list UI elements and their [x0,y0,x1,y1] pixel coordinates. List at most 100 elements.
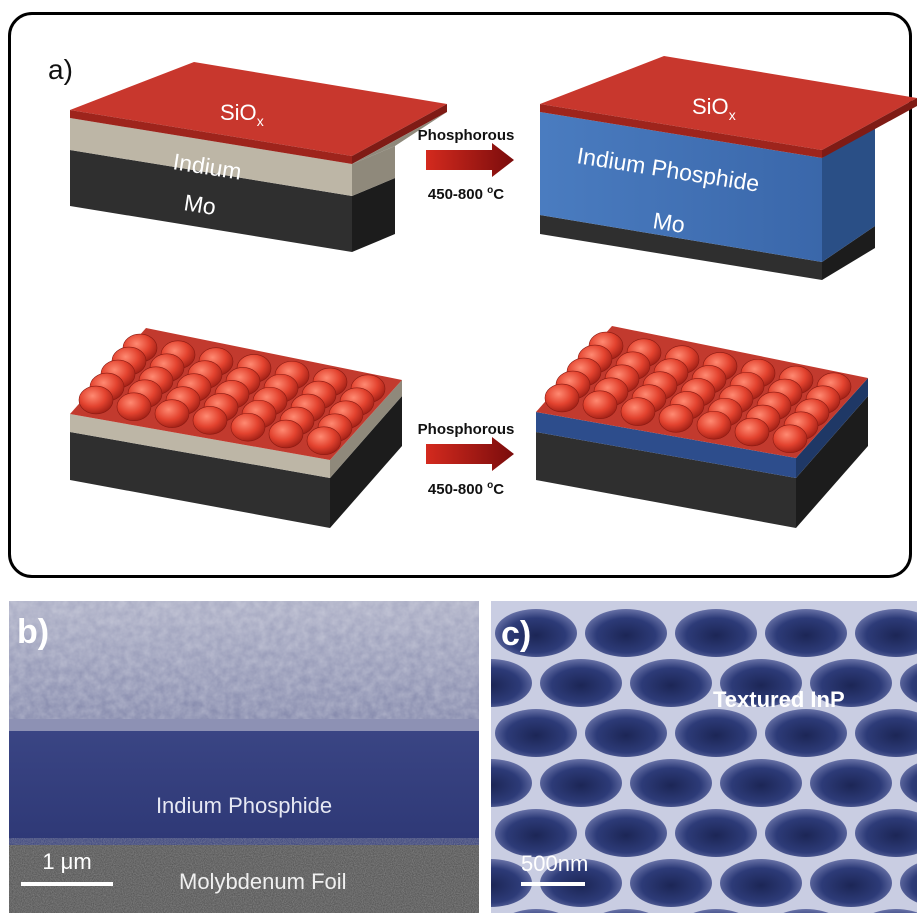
dome [230,412,266,442]
pit [900,663,917,703]
dome [306,426,342,456]
pit [765,809,847,857]
pit [630,859,712,907]
panel-c-sem-image: c) Textured InP 500nm [491,601,917,913]
sio-layer-top-right [540,56,917,150]
pit [855,609,917,657]
pit [491,859,532,907]
indium-layer-side [352,146,395,196]
panel-c-graphic [491,601,917,913]
pit [495,609,577,657]
pit [491,659,532,707]
pit-array [491,609,917,913]
sio-layer-top [70,62,447,156]
panel-b-scale-bar [21,882,113,886]
arrow-top-label: Phosphorous [418,127,515,144]
pit [513,909,559,913]
dome [192,406,228,435]
panel-c-label: c) [501,615,532,653]
mo-layer-side [352,178,395,252]
panel-b-label: b) [17,613,50,651]
arrow-bottom-temperature: 450-800 oC [428,480,504,498]
mo-layer-front-right [540,215,822,280]
panel-a-label: a) [48,54,73,85]
arrow-top-temperature: 450-800 oC [428,185,504,203]
top-right-mo-label: Mo [651,207,687,238]
panel-b-substrate-label: Molybdenum Foil [179,869,347,894]
pit [491,759,532,807]
pit [630,759,712,807]
pit [720,859,802,907]
inp-layer-front [540,112,822,262]
dome-array-right [544,331,852,454]
pit [900,763,917,803]
pit [540,659,622,707]
top-left-mo-label: Mo [182,189,218,220]
top-left-stack [70,62,447,252]
sio-layer-side [352,104,447,164]
dome [658,404,694,433]
dome [544,383,580,413]
top-right-sio-label: SiOx [692,94,736,123]
panel-a-schematic: a) SiOx Indium Mo Phosphorous 450-800 oC… [48,54,917,528]
pit [810,659,892,707]
pit [540,759,622,807]
pit [675,609,757,657]
dome [154,399,190,428]
dome [696,410,732,440]
pit [585,609,667,657]
pit [810,859,892,907]
dome [78,385,114,415]
pit [585,709,667,757]
pit [693,909,739,913]
top-right-stack [540,56,917,280]
indium-base-front [70,414,330,478]
top-left-sio-label: SiOx [220,100,264,129]
pit [630,659,712,707]
bottom-left-textured-stack [70,328,402,528]
dome [734,417,770,447]
panel-b-inp-label: Indium Phosphide [155,793,333,818]
pit [765,709,847,757]
pit [585,809,667,857]
pit [855,709,917,757]
dome [620,397,656,426]
pit [900,863,917,903]
dome [582,390,618,420]
pit [783,909,829,913]
arrow-bottom [426,437,514,471]
pit [810,759,892,807]
pit [675,809,757,857]
pit [855,809,917,857]
dome [116,392,152,422]
pit [765,609,847,657]
pit [495,709,577,757]
arrow-top [426,143,514,177]
inp-layer-side [822,122,875,262]
panel-c-title: Textured InP [713,687,845,712]
sio-layer-front [70,110,352,164]
pit [603,909,649,913]
dome [268,419,304,449]
panel-c-scale-text: 500nm [521,851,589,876]
mo-base-front [70,432,330,528]
bottom-right-textured-stack [536,326,868,528]
mo-layer-side-right [822,226,875,280]
panel-c-scale-bar [521,882,585,886]
panel-b-sem-image: b) Indium Phosphide 1 μm Molybdenum Foil [9,601,479,913]
pit [720,659,802,707]
panel-b-graphic [9,601,479,913]
dome-array-left [78,333,386,456]
dome [772,424,808,454]
arrow-bottom-label: Phosphorous [418,421,515,438]
panel-b-scale-text: 1 μm [42,849,92,874]
pit [495,809,577,857]
inp-base-front [536,412,796,478]
mo-layer-front [70,150,352,252]
pit [720,759,802,807]
mo-base-side [330,396,402,528]
pit [675,709,757,757]
indium-layer-front [70,118,352,196]
surface-edge [9,719,479,733]
inp-cross-section [9,731,479,845]
